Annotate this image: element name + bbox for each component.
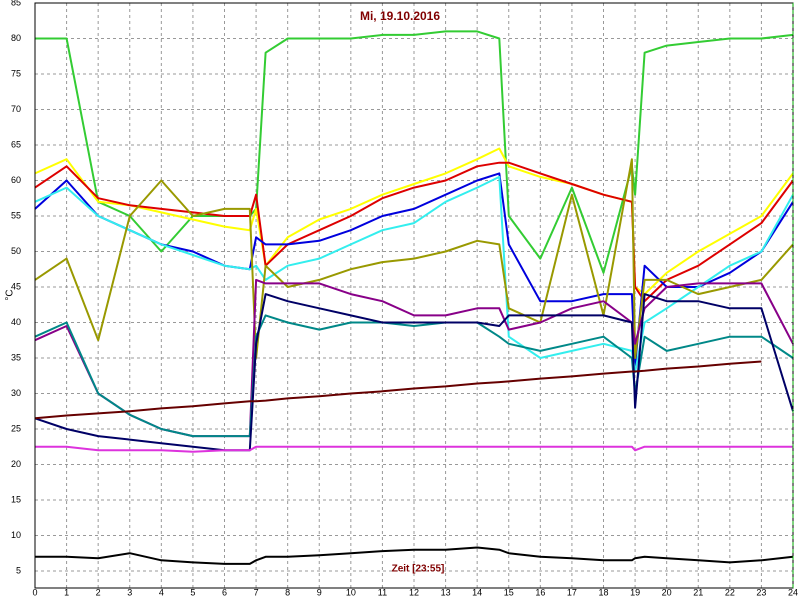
x-tick-label: 6 <box>222 587 227 597</box>
x-tick-label: 13 <box>441 587 451 597</box>
x-tick-label: 24 <box>788 587 798 597</box>
y-tick-label: 30 <box>11 388 21 398</box>
y-tick-label: 5 <box>16 565 21 575</box>
y-tick-label: 75 <box>11 68 21 78</box>
x-tick-label: 3 <box>127 587 132 597</box>
x-tick-label: 7 <box>254 587 259 597</box>
grid <box>34 2 794 588</box>
lines <box>34 30 794 565</box>
y-tick-label: 55 <box>11 210 21 220</box>
series-line <box>35 445 793 453</box>
x-tick-label: 14 <box>472 587 482 597</box>
x-tick-label: 15 <box>504 587 514 597</box>
x-tick-label: 20 <box>662 587 672 597</box>
y-tick-label: 65 <box>11 139 21 149</box>
y-tick-label: 45 <box>11 281 21 291</box>
series-line <box>34 175 794 374</box>
x-tick-label: 21 <box>693 587 703 597</box>
series-line <box>34 172 794 367</box>
y-tick-label: 60 <box>11 175 21 185</box>
x-tick-label: 17 <box>567 587 577 597</box>
y-tick-label: 40 <box>11 317 21 327</box>
y-axis-label: °C <box>5 289 16 300</box>
x-tick-label: 5 <box>190 587 195 597</box>
y-tick-label: 70 <box>11 104 21 114</box>
series-line <box>34 360 762 420</box>
x-tick-label: 4 <box>159 587 164 597</box>
x-tick-label: 23 <box>756 587 766 597</box>
x-tick-label: 19 <box>630 587 640 597</box>
x-tick-label: 8 <box>285 587 290 597</box>
x-tick-label: 10 <box>346 587 356 597</box>
y-tick-label: 35 <box>11 352 21 362</box>
x-annotation: Zeit [23:55] <box>392 564 445 575</box>
x-tick-label: 9 <box>317 587 322 597</box>
chart-title: Mi, 19.10.2016 <box>360 9 440 23</box>
x-tick-label: 1 <box>64 587 69 597</box>
series-line <box>34 161 794 303</box>
x-tick-label: 11 <box>378 587 387 597</box>
series-line <box>35 30 794 274</box>
series-line <box>34 314 794 438</box>
y-tick-label: 20 <box>11 459 21 469</box>
series-line <box>34 158 794 359</box>
y-tick-label: 10 <box>11 530 21 540</box>
x-tick-label: 16 <box>535 587 545 597</box>
y-tick-label: 80 <box>11 33 21 43</box>
series-line <box>34 293 794 452</box>
y-tick-label: 25 <box>11 423 21 433</box>
x-tick-label: 22 <box>725 587 735 597</box>
series-line <box>34 147 794 296</box>
x-tick-label: 18 <box>598 587 608 597</box>
x-tick-label: 12 <box>409 587 419 597</box>
y-tick-label: 15 <box>11 494 21 504</box>
series-line <box>35 546 794 565</box>
y-tick-label: 50 <box>11 246 21 256</box>
x-tick-label: 2 <box>96 587 101 597</box>
x-tick-label: 0 <box>32 587 37 597</box>
plot-frame <box>34 2 794 589</box>
y-tick-label: 85 <box>11 0 21 7</box>
